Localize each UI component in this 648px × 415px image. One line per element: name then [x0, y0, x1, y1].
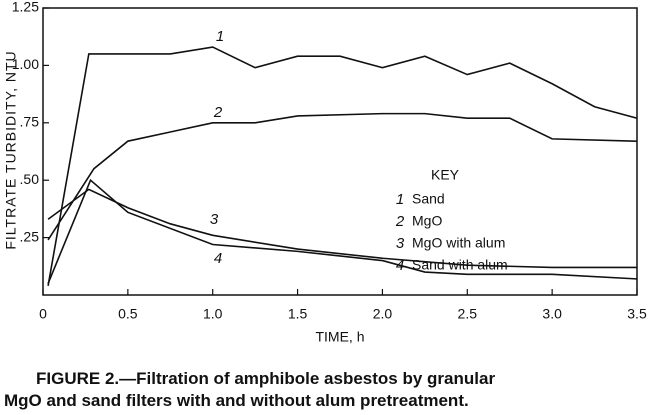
- x-axis-label: TIME, h: [315, 329, 364, 345]
- x-tick-label: 3.5: [627, 306, 647, 322]
- data-line: [47, 188, 637, 269]
- x-tick-label: 2.0: [373, 306, 393, 322]
- y-tick-label: .50: [20, 171, 40, 187]
- curve-label: 3: [210, 211, 219, 228]
- y-tick-label: 1.25: [12, 0, 39, 15]
- legend-number: 4: [396, 257, 404, 274]
- data-line: [47, 46, 638, 286]
- caption-line: MgO and sand filters with and without al…: [4, 391, 469, 410]
- legend-label: Sand: [412, 191, 445, 207]
- legend-label: Sand with alum: [412, 257, 508, 273]
- data-line: [47, 178, 638, 284]
- x-tick-label: 3.0: [542, 306, 562, 322]
- x-tick-label: 1.0: [203, 306, 223, 322]
- legend-number: 3: [396, 235, 405, 252]
- data-line: [47, 112, 638, 241]
- legend-number: 1: [396, 191, 404, 208]
- x-tick-label: 0.5: [118, 306, 138, 322]
- x-tick-label: 1.5: [288, 306, 308, 322]
- legend-title: KEY: [431, 167, 460, 183]
- legend-label: MgO with alum: [412, 235, 505, 251]
- curve-label: 1: [216, 28, 224, 45]
- y-axis-label: FILTRATE TURBIDITY, NTU: [3, 50, 19, 249]
- y-tick-label: 1.00: [12, 56, 39, 72]
- x-tick-label: 0: [39, 306, 47, 322]
- legend-number: 2: [395, 213, 405, 230]
- curve-label: 4: [214, 250, 222, 267]
- legend-label: MgO: [412, 213, 442, 229]
- y-tick-label: .75: [20, 114, 40, 130]
- x-tick-label: 2.5: [458, 306, 478, 322]
- caption-line: FIGURE 2.—Filtration of amphibole asbest…: [36, 369, 495, 388]
- y-tick-label: .25: [20, 228, 40, 244]
- plot-frame: [42, 7, 638, 296]
- curve-label: 2: [213, 104, 223, 121]
